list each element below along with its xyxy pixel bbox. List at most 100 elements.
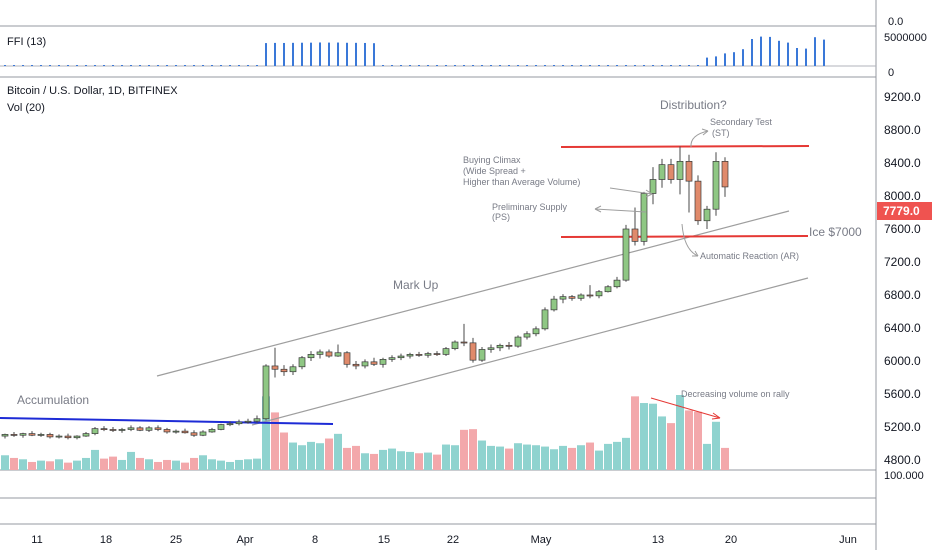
candle-up bbox=[496, 344, 504, 349]
volume-bar bbox=[100, 458, 108, 470]
ffi-bar bbox=[418, 65, 420, 66]
candle-down bbox=[280, 368, 288, 373]
candle-up bbox=[613, 279, 621, 288]
candle-down bbox=[568, 296, 576, 299]
ffi-bar bbox=[103, 65, 105, 66]
ffi-bar bbox=[778, 40, 780, 66]
ffi-bar bbox=[688, 65, 690, 66]
candle-up bbox=[55, 435, 63, 438]
candle-up bbox=[298, 357, 306, 368]
price-tick-label: 6400.0 bbox=[884, 321, 921, 335]
volume-bar bbox=[460, 429, 468, 470]
price-axis[interactable]: 9200.0 8800.0 8400.0 8000.0 7600.0 7200.0 6800… bbox=[884, 90, 921, 467]
candle-down bbox=[190, 432, 198, 436]
candle-down bbox=[10, 434, 18, 436]
ffi-bar bbox=[49, 65, 51, 66]
ffi-bar bbox=[724, 53, 726, 66]
ffi-bar bbox=[454, 65, 456, 66]
price-tick-label: 6800.0 bbox=[884, 288, 921, 302]
candle-up bbox=[559, 296, 567, 300]
candle-up bbox=[577, 294, 585, 299]
volume-bar bbox=[73, 460, 81, 470]
price-tick-label: 8000.0 bbox=[884, 189, 921, 203]
ffi-bar bbox=[94, 65, 96, 66]
candle-up bbox=[658, 164, 666, 180]
candle-up bbox=[649, 179, 657, 194]
time-axis-label: 20 bbox=[725, 534, 737, 546]
preliminary-supply-arrowhead bbox=[594, 205, 602, 213]
ffi-bar bbox=[562, 65, 564, 66]
volume-bar bbox=[550, 449, 558, 470]
ffi-bar bbox=[805, 48, 807, 66]
candle-up bbox=[676, 161, 684, 180]
candle-up bbox=[397, 355, 405, 359]
ffi-bar bbox=[76, 65, 78, 66]
time-axis-label: 11 bbox=[31, 534, 42, 546]
volume-bar bbox=[181, 462, 189, 470]
volume-bar bbox=[442, 444, 450, 470]
volume-bar bbox=[613, 441, 621, 470]
decreasing-volume-arrow bbox=[650, 397, 721, 420]
volume-bar bbox=[217, 460, 225, 470]
volume-bar bbox=[37, 460, 45, 470]
ffi-bar bbox=[274, 42, 276, 66]
candle-down bbox=[100, 428, 108, 430]
candle-down bbox=[370, 361, 378, 365]
ffi-bar bbox=[283, 42, 285, 66]
candle-up bbox=[217, 424, 225, 430]
volume-bar bbox=[253, 458, 261, 470]
volume-bar bbox=[433, 454, 441, 470]
automatic-reaction-arrowhead bbox=[692, 250, 699, 257]
ffi-bar bbox=[157, 65, 159, 66]
volume-bar bbox=[676, 395, 684, 470]
ffi-bar bbox=[625, 65, 627, 66]
candle-up bbox=[118, 429, 126, 431]
candle-up bbox=[172, 430, 180, 433]
volume-bar bbox=[91, 449, 99, 470]
candle-up bbox=[523, 333, 531, 338]
volume-bar bbox=[667, 423, 675, 470]
ffi-bar bbox=[355, 42, 357, 66]
volume-bar bbox=[325, 438, 333, 470]
time-axis[interactable]: 11 18 25 Apr 8 15 22 May 13 20 Jun bbox=[31, 534, 857, 546]
volume-bar bbox=[478, 440, 486, 470]
preliminary-supply-arrow bbox=[594, 208, 647, 213]
volume-bar bbox=[46, 461, 54, 470]
volume-bar bbox=[586, 442, 594, 470]
volume-bar bbox=[469, 429, 477, 470]
last-price-value: 7779.0 bbox=[883, 204, 920, 218]
ffi-bar bbox=[202, 65, 204, 66]
candle-down bbox=[694, 180, 702, 222]
candle-up bbox=[424, 353, 432, 356]
candle-up bbox=[289, 366, 297, 373]
candle-up bbox=[703, 208, 711, 222]
ffi-bar bbox=[400, 65, 402, 66]
ice-line bbox=[560, 235, 809, 238]
buying-climax-arrow bbox=[609, 187, 653, 195]
candle-down bbox=[469, 342, 477, 361]
candles bbox=[1, 146, 729, 440]
time-axis-label: Jun bbox=[839, 534, 857, 546]
ffi-tick-mid: 5000000 bbox=[884, 32, 927, 44]
volume-bar bbox=[235, 459, 243, 470]
ffi-bar bbox=[733, 52, 735, 66]
candle-up bbox=[532, 328, 540, 335]
time-axis-label: 25 bbox=[170, 534, 182, 546]
volume-bar bbox=[289, 442, 297, 470]
candle-down bbox=[433, 353, 441, 355]
time-axis-label: Apr bbox=[236, 534, 253, 546]
decreasing-volume-label: Decreasing volume on rally bbox=[681, 389, 790, 399]
ffi-tick-bottom: 0 bbox=[888, 67, 894, 79]
candle-up bbox=[316, 351, 324, 355]
ffi-bar bbox=[292, 42, 294, 66]
ffi-bar bbox=[13, 65, 15, 66]
candle-down bbox=[154, 427, 162, 430]
candle-up bbox=[73, 435, 81, 439]
volume-bar bbox=[487, 445, 495, 470]
volume-bar bbox=[343, 447, 351, 470]
ffi-bar bbox=[553, 65, 555, 66]
volume-bar bbox=[388, 448, 396, 470]
time-axis-label: 18 bbox=[100, 534, 112, 546]
time-axis-label: 8 bbox=[312, 534, 318, 546]
